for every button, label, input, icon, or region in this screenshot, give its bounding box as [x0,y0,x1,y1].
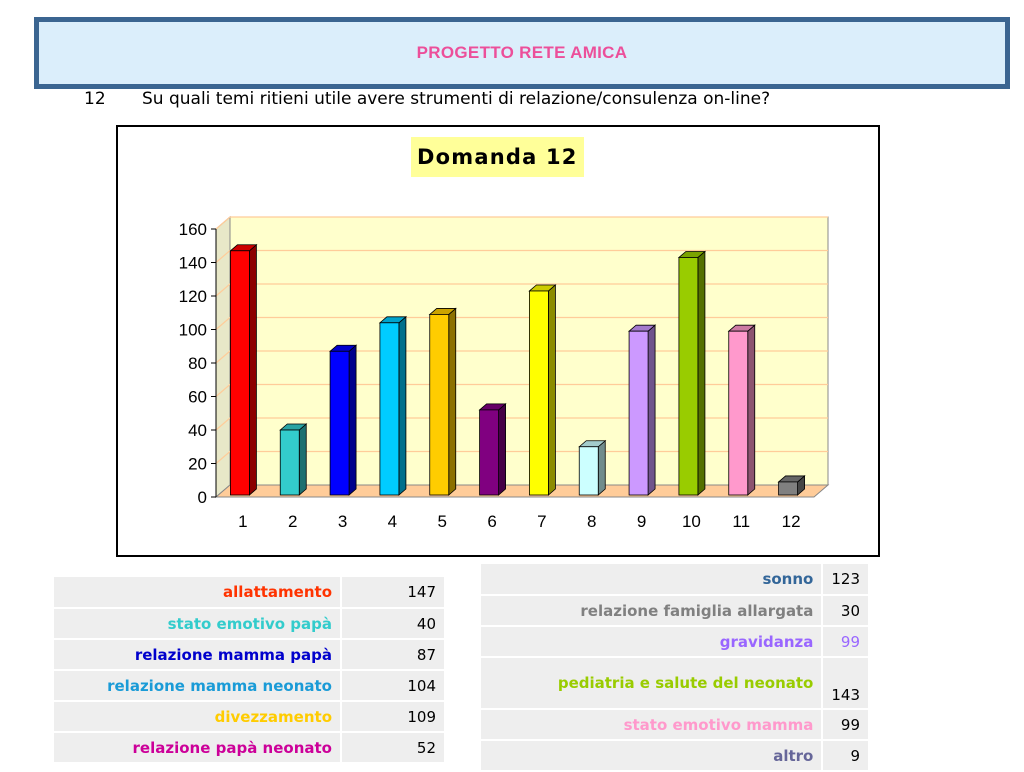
bar-side [647,324,656,496]
category-value: 123 [821,564,868,596]
bar-side [597,439,606,496]
x-tick-label: 1 [238,512,247,531]
y-tick-label: 0 [198,488,207,507]
bar-side [747,324,756,496]
category-value: 87 [340,639,444,671]
x-tick-label: 11 [732,512,750,531]
gridline [215,350,828,364]
bar-4 [379,322,400,496]
table-row: stato emotivo mamma 99 [481,709,868,741]
category-label: pediatria e salute del neonato [481,657,823,710]
bar-5 [429,314,450,496]
table-row: relazione mamma neonato 104 [54,670,444,702]
legend-table-left: allattamento 147 stato emotivo papà 40 relaz… [54,577,444,764]
bar-side [398,315,407,496]
x-tick-label: 10 [682,512,701,531]
question-text: Su quali temi ritieni utile avere strume… [142,89,771,109]
bar-11 [728,330,749,496]
header-banner: PROGETTO RETE AMICA [34,17,1010,89]
category-label: relazione papà neonato [54,732,341,764]
x-tick-label: 7 [537,512,546,531]
question-number: 12 [84,89,106,109]
x-tick-label: 5 [438,512,447,531]
category-label: allattamento [54,577,341,609]
table-row: relazione mamma papà 87 [54,639,444,671]
y-tick-label: 60 [188,388,207,407]
page-title: PROGETTO RETE AMICA [416,43,628,62]
bar-10 [678,257,699,496]
category-value: 40 [340,608,444,640]
x-tick-label: 12 [782,512,801,531]
category-value: 147 [340,577,444,609]
bar-1 [230,250,250,496]
table-row: stato emotivo papà 40 [54,608,444,640]
x-tick-label: 2 [288,512,297,531]
bar-side [498,403,506,496]
y-tick-label: 120 [179,287,207,306]
x-tick-label: 9 [637,512,646,531]
bar-side [548,284,556,496]
category-label: sonno [481,564,823,596]
category-label: gravidanza [481,626,823,658]
x-tick-label: 4 [388,512,397,531]
category-label: stato emotivo mamma [481,709,823,741]
category-value: 30 [821,595,868,627]
y-tick-label: 20 [188,455,207,474]
category-value: 104 [340,670,444,702]
category-value: 109 [340,701,444,733]
table-row: sonno 123 [481,564,868,596]
gridline [215,450,828,464]
y-tick-label: 40 [188,421,207,440]
category-label: relazione mamma neonato [54,670,341,702]
category-value: 99 [821,709,868,741]
bar-side [697,250,706,496]
x-tick-label: 6 [487,512,496,531]
table-row: divezzamento 109 [54,701,444,733]
x-tick-label: 8 [587,512,596,531]
category-value: 9 [821,740,868,772]
category-label: divezzamento [54,701,341,733]
gridline [215,283,828,297]
table-row: gravidanza 99 [481,626,868,658]
bar-side [298,423,307,496]
bar-7 [529,290,549,496]
y-tick-label: 100 [179,321,207,340]
bar-8 [578,446,599,496]
y-tick-label: 80 [188,354,207,373]
table-row: relazione famiglia allargata 30 [481,595,868,627]
table-row: pediatria e salute del neonato 143 [481,657,868,710]
bar-2 [279,429,300,496]
category-value: 99 [821,626,868,658]
gridline [215,249,828,263]
table-row: altro 9 [481,740,868,772]
legend-table-right: sonno 123 relazione famiglia allargata 30 gr… [481,564,868,772]
category-value: 52 [340,732,444,764]
x-tick-label: 3 [338,512,347,531]
bar-12 [778,481,798,496]
gridline [215,216,828,230]
bar-9 [628,330,649,496]
bar-side [348,344,357,496]
category-label: relazione mamma papà [54,639,341,671]
table-row: relazione papà neonato 52 [54,732,444,764]
y-tick-label: 140 [179,254,207,273]
y-tick-label: 160 [179,220,207,239]
plot-floor [214,484,830,498]
question: 12 Su quali temi ritieni utile avere stru… [84,89,770,109]
gridline [215,417,828,431]
chart-title: Domanda 12 [411,137,584,177]
bar-3 [329,350,350,496]
gridline [215,383,828,397]
bar-side [249,243,257,496]
bar-6 [479,409,499,496]
category-label: relazione famiglia allargata [481,595,823,627]
category-value: 143 [821,657,868,710]
category-label: altro [481,740,823,772]
chart-frame: Domanda 12 0 20 40 60 80 100 120 140 160 1 2 3 4 5 6 7 8… [116,125,880,557]
bar-side [448,307,457,496]
gridline [215,316,828,330]
table-row: allattamento 147 [54,577,444,609]
category-label: stato emotivo papà [54,608,341,640]
